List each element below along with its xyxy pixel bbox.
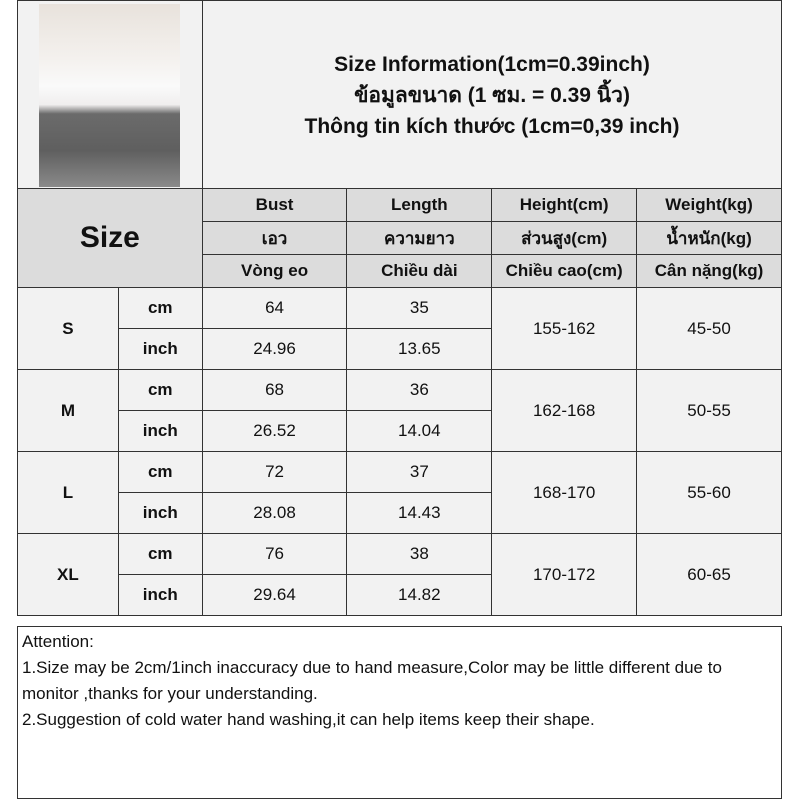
unit-cell: inch bbox=[117, 328, 203, 370]
table-row: inch 28.08 14.43 bbox=[18, 492, 782, 534]
header-cell: ความยาว bbox=[346, 221, 493, 255]
length-cell: 35 bbox=[346, 287, 493, 329]
length-cell: 14.04 bbox=[346, 410, 493, 452]
header-cell: เอว bbox=[201, 221, 348, 255]
size-cell: M bbox=[17, 369, 119, 452]
header-cell: Weight(kg) bbox=[636, 188, 782, 222]
title-block: Size Information(1cm=0.39inch) ข้อมูลขนา… bbox=[202, 0, 782, 190]
bust-cell: 28.08 bbox=[201, 492, 348, 534]
length-cell: 38 bbox=[346, 533, 493, 575]
bust-cell: 68 bbox=[201, 369, 348, 411]
header-cell: ส่วนสูง(cm) bbox=[491, 221, 638, 255]
header-cell: Cân nặng(kg) bbox=[636, 254, 782, 288]
header-cell: Vòng eo bbox=[201, 254, 348, 288]
length-cell: 14.82 bbox=[346, 574, 493, 616]
size-cell: S bbox=[17, 287, 119, 370]
unit-cell: inch bbox=[117, 492, 203, 534]
bust-cell: 24.96 bbox=[201, 328, 348, 370]
product-photo bbox=[17, 0, 203, 190]
table-row: inch 24.96 13.65 bbox=[18, 328, 782, 370]
unit-cell: cm bbox=[117, 533, 203, 575]
table-row: inch 29.64 14.82 bbox=[18, 574, 782, 616]
size-header: Size bbox=[17, 188, 203, 288]
bust-cell: 64 bbox=[201, 287, 348, 329]
height-cell: 170-172 bbox=[491, 533, 638, 616]
weight-cell: 55-60 bbox=[636, 451, 782, 534]
size-table: Size Bust Length Height(cm) Weight(kg) เอวค… bbox=[17, 188, 782, 616]
unit-cell: cm bbox=[117, 451, 203, 493]
table-row: inch 26.52 14.04 bbox=[18, 410, 782, 452]
header-cell: Bust bbox=[201, 188, 348, 222]
attention-note-1: 1.Size may be 2cm/1inch inaccuracy due t… bbox=[22, 658, 722, 703]
header-cell: Chiều cao(cm) bbox=[491, 254, 638, 288]
weight-cell: 60-65 bbox=[636, 533, 782, 616]
length-cell: 36 bbox=[346, 369, 493, 411]
title-vietnamese: Thông tin kích thước (1cm=0,39 inch) bbox=[304, 114, 680, 138]
length-cell: 14.43 bbox=[346, 492, 493, 534]
header-cell: Height(cm) bbox=[491, 188, 638, 222]
weight-cell: 50-55 bbox=[636, 369, 782, 452]
unit-cell: cm bbox=[117, 369, 203, 411]
bust-cell: 29.64 bbox=[201, 574, 348, 616]
attention-notes: Attention: 1.Size may be 2cm/1inch inacc… bbox=[17, 626, 782, 799]
bust-cell: 26.52 bbox=[201, 410, 348, 452]
unit-cell: cm bbox=[117, 287, 203, 329]
bust-cell: 72 bbox=[201, 451, 348, 493]
header-cell: Chiều dài bbox=[346, 254, 493, 288]
attention-note-2: 2.Suggestion of cold water hand washing,… bbox=[22, 710, 595, 729]
size-cell: XL bbox=[17, 533, 119, 616]
title-english: Size Information(1cm=0.39inch) bbox=[334, 52, 650, 76]
model-image bbox=[39, 4, 180, 187]
weight-cell: 45-50 bbox=[636, 287, 782, 370]
header-cell: น้ำหนัก(kg) bbox=[636, 221, 782, 255]
length-cell: 37 bbox=[346, 451, 493, 493]
unit-cell: inch bbox=[117, 574, 203, 616]
height-cell: 168-170 bbox=[491, 451, 638, 534]
header-cell: Length bbox=[346, 188, 493, 222]
title-thai: ข้อมูลขนาด (1 ซม. = 0.39 นิ้ว) bbox=[354, 83, 630, 107]
length-cell: 13.65 bbox=[346, 328, 493, 370]
size-cell: L bbox=[17, 451, 119, 534]
table-row: XL cm 76 38 170-172 60-65 bbox=[17, 533, 782, 616]
bust-cell: 76 bbox=[201, 533, 348, 575]
unit-cell: inch bbox=[117, 410, 203, 452]
height-cell: 162-168 bbox=[491, 369, 638, 452]
height-cell: 155-162 bbox=[491, 287, 638, 370]
attention-heading: Attention: bbox=[22, 632, 94, 651]
